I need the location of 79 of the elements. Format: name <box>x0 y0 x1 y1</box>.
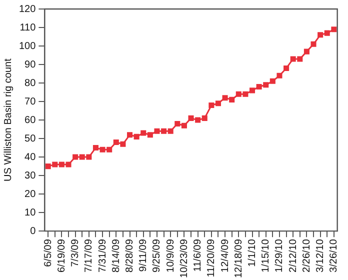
point <box>140 130 146 136</box>
point <box>290 56 296 62</box>
point <box>229 96 235 102</box>
point <box>72 154 78 160</box>
point <box>236 91 242 97</box>
x-tick-label: 6/19/09 <box>56 238 68 272</box>
point <box>134 134 140 140</box>
point <box>79 154 85 160</box>
point <box>195 117 201 123</box>
x-tick-label: 7/31/09 <box>97 238 108 272</box>
y-tick-label: 70 <box>24 96 36 108</box>
x-tick-label: 9/25/09 <box>152 238 163 272</box>
point <box>181 122 187 128</box>
x-tick-label: 10/9/09 <box>165 238 176 272</box>
point <box>310 41 316 47</box>
y-tick-label: 90 <box>24 59 36 70</box>
point <box>120 141 126 147</box>
point <box>208 102 214 108</box>
x-tick-label: 11/6/09 <box>192 238 204 272</box>
x-tick-label: 1/1/10 <box>247 238 258 267</box>
x-tick-label: 11/20/09 <box>206 238 218 278</box>
point <box>100 146 106 152</box>
x-tick-label: 6/5/09 <box>42 238 54 267</box>
y-tick-label: 30 <box>24 170 36 182</box>
y-tick-label: 80 <box>24 78 36 89</box>
y-tick-label: 120 <box>18 4 36 15</box>
y-tick-label: 110 <box>20 22 36 34</box>
point <box>304 48 310 54</box>
x-tick-label: 7/17/09 <box>84 238 95 272</box>
point <box>250 88 256 94</box>
point <box>263 82 269 88</box>
x-tick-label: 3/26/10 <box>328 238 340 272</box>
x-tick-label: 2/12/10 <box>288 238 299 272</box>
y-tick-label: 100 <box>18 40 36 52</box>
x-tick-label: 12/4/09 <box>220 238 231 272</box>
point <box>113 139 119 146</box>
point <box>324 30 330 36</box>
point <box>331 26 337 32</box>
point <box>52 162 58 168</box>
point <box>256 84 262 90</box>
point <box>161 128 167 134</box>
point <box>126 132 133 138</box>
point <box>318 32 324 38</box>
x-tick-label: 2/26/10 <box>301 238 312 272</box>
x-tick-label: 8/28/09 <box>124 238 136 272</box>
x-tick-label: 1/29/10 <box>274 238 286 272</box>
x-tick-label: 12/18/09 <box>233 238 244 278</box>
point <box>168 128 174 134</box>
point <box>66 162 72 168</box>
point <box>202 115 208 121</box>
point <box>174 120 180 126</box>
y-axis-title: US Williston Basin rig count <box>2 58 14 182</box>
point <box>242 91 248 97</box>
y-tick-label: 60 <box>24 114 36 126</box>
x-tick-label: 1/15/10 <box>260 238 272 272</box>
point <box>276 72 282 78</box>
point <box>188 115 194 121</box>
point <box>154 128 160 134</box>
x-tick-label: 10/23/09 <box>178 238 190 278</box>
y-tick-label: 40 <box>24 152 36 163</box>
point <box>86 154 92 160</box>
y-tick-label: 20 <box>24 188 36 200</box>
point <box>297 56 303 62</box>
point <box>58 162 64 168</box>
point <box>45 164 51 170</box>
y-tick-label: 10 <box>24 207 36 218</box>
x-tick-label: 8/14/09 <box>110 238 122 272</box>
point <box>92 145 98 151</box>
point <box>106 146 112 152</box>
y-tick-label: 50 <box>24 133 36 144</box>
point <box>222 95 228 101</box>
y-tick-label: 0 <box>30 226 36 237</box>
x-tick-label: 7/3/09 <box>70 238 82 267</box>
x-tick-label: 9/11/09 <box>138 238 150 272</box>
point <box>284 65 290 71</box>
x-tick-label: 3/12/10 <box>315 238 326 272</box>
point <box>215 100 221 106</box>
point <box>147 132 153 138</box>
point <box>270 78 276 84</box>
